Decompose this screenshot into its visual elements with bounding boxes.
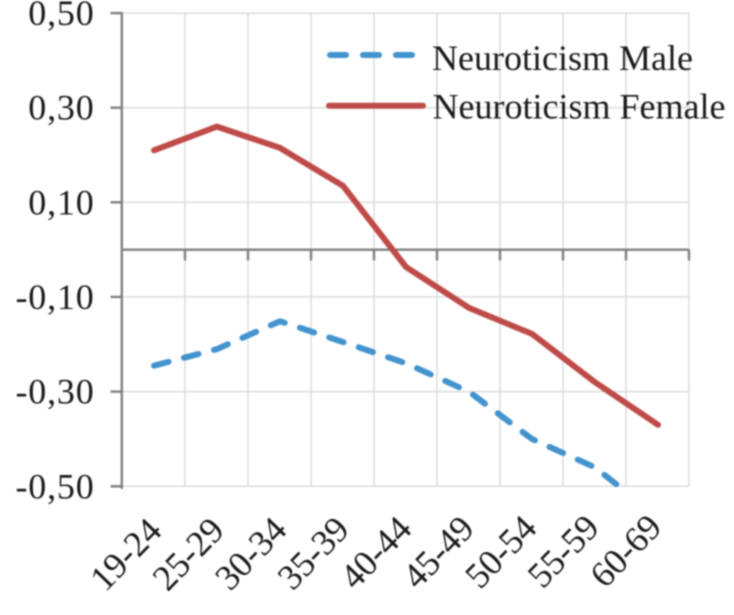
svg-text:-0,30: -0,30 bbox=[16, 372, 95, 412]
svg-text:-0,10: -0,10 bbox=[16, 277, 95, 317]
svg-text:35-39: 35-39 bbox=[270, 509, 357, 597]
svg-text:25-29: 25-29 bbox=[145, 510, 232, 598]
svg-text:-0,50: -0,50 bbox=[16, 466, 95, 506]
svg-text:Neuroticism Male: Neuroticism Male bbox=[432, 38, 693, 78]
svg-text:0,50: 0,50 bbox=[28, 0, 94, 33]
svg-text:19-24: 19-24 bbox=[82, 510, 169, 598]
svg-text:Neuroticism Female: Neuroticism Female bbox=[433, 87, 726, 127]
svg-text:50-54: 50-54 bbox=[457, 508, 544, 596]
svg-text:60-69: 60-69 bbox=[582, 507, 669, 595]
svg-text:0,10: 0,10 bbox=[28, 182, 94, 222]
svg-text:0,30: 0,30 bbox=[28, 88, 94, 128]
svg-text:55-59: 55-59 bbox=[520, 507, 607, 595]
svg-text:45-49: 45-49 bbox=[395, 508, 482, 596]
svg-text:30-34: 30-34 bbox=[207, 509, 294, 597]
svg-text:40-44: 40-44 bbox=[332, 508, 419, 596]
